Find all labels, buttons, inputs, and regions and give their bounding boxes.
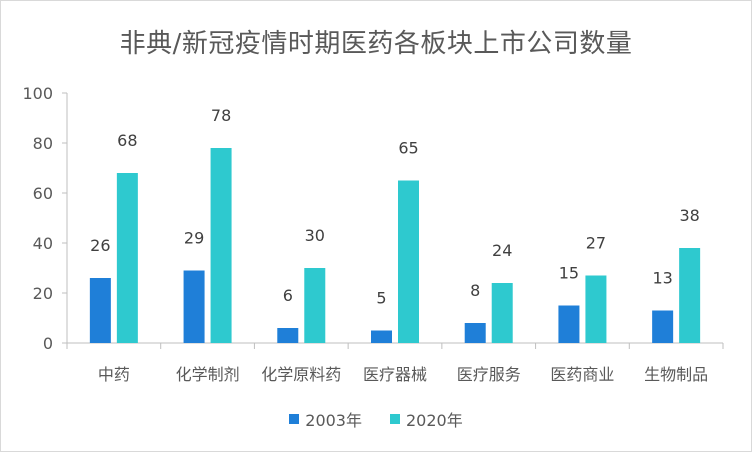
legend: 2003年 2020年 [1,407,751,431]
data-label: 29 [184,229,204,248]
bar [116,173,138,343]
data-label: 38 [679,206,699,225]
data-label: 27 [586,234,606,253]
x-tick-label: 医药商业 [550,365,614,384]
legend-swatch-2003 [289,414,300,424]
x-tick-label: 化学制剂 [176,365,240,384]
legend-label-2020: 2020年 [406,411,463,430]
y-tick-label: 40 [33,234,53,253]
legend-item-2003: 2003年 [289,407,362,431]
data-label: 15 [559,264,579,283]
bar [304,268,326,343]
data-label: 26 [90,236,110,255]
data-label: 68 [117,131,137,150]
y-tick-label: 60 [33,184,53,203]
data-label: 78 [211,106,231,125]
data-label: 6 [283,286,293,305]
data-label: 65 [398,139,418,158]
bar [491,283,513,343]
bar [398,180,419,343]
bar [277,328,299,343]
data-label: 24 [492,241,512,260]
x-tick-label: 化学原料药 [261,365,341,384]
legend-label-2003: 2003年 [305,411,362,430]
bar [652,310,674,343]
bar [183,270,205,343]
bar [464,323,486,343]
x-tick-label: 医疗服务 [457,365,521,384]
x-tick-label: 中药 [98,365,130,384]
bar [371,330,392,343]
data-label: 13 [652,269,672,288]
data-label: 5 [376,289,386,308]
x-tick-label: 医疗器械 [363,365,427,384]
bar [679,248,701,343]
bar [585,275,607,343]
data-label: 30 [305,226,325,245]
bar [89,278,111,343]
bar [210,148,232,343]
y-tick-label: 20 [33,284,53,303]
data-label: 8 [470,281,480,300]
y-tick-label: 80 [33,134,53,153]
legend-swatch-2020 [390,414,400,424]
bar [558,305,580,343]
chart-title: 非典/新冠疫情时期医药各板块上市公司数量 [119,29,633,59]
x-tick-label: 生物制品 [644,365,708,384]
y-tick-label: 0 [43,334,53,353]
y-tick-label: 100 [22,84,53,103]
legend-item-2020: 2020年 [390,407,463,431]
